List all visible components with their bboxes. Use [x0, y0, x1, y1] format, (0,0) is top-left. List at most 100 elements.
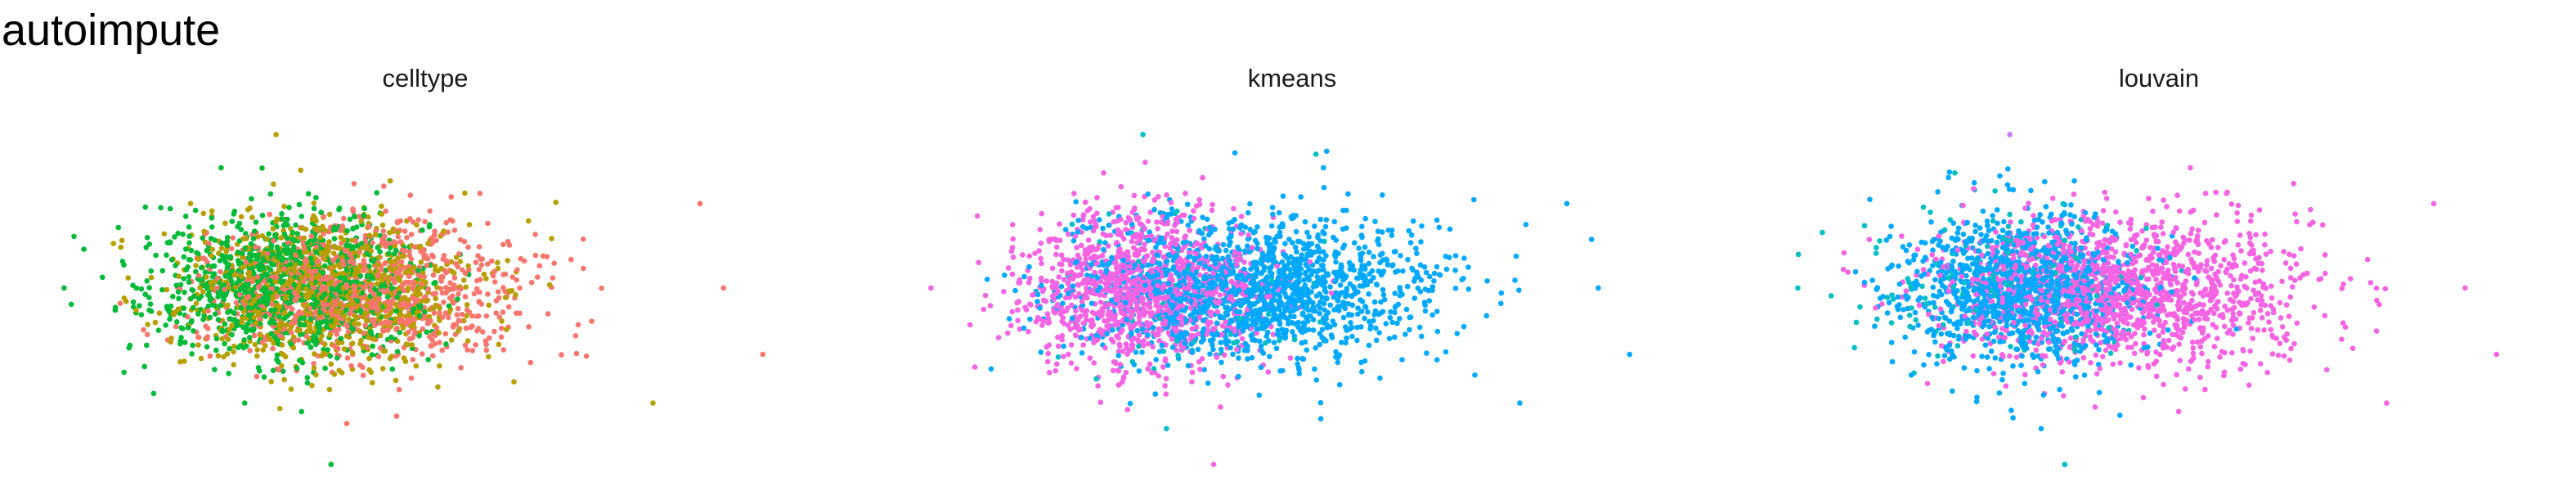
scatter-point	[296, 249, 303, 255]
scatter-point	[112, 307, 119, 313]
scatter-point	[1097, 217, 1102, 223]
scatter-point	[212, 367, 218, 372]
scatter-point	[343, 282, 350, 288]
scatter-point	[194, 250, 200, 256]
scatter-point	[130, 299, 137, 305]
scatter-point	[303, 249, 309, 255]
scatter-point	[1443, 349, 1449, 355]
scatter-point	[1038, 240, 1044, 246]
scatter-point	[246, 335, 253, 340]
scatter-point	[1045, 350, 1051, 357]
scatter-point	[386, 250, 392, 257]
scatter-point	[375, 354, 382, 360]
scatter-point	[476, 244, 482, 250]
scatter-point	[988, 366, 994, 372]
scatter-point	[316, 273, 322, 279]
scatter-point	[263, 313, 268, 319]
scatter-point	[760, 351, 766, 358]
scatter-point	[396, 277, 402, 282]
scatter-point	[1097, 399, 1104, 406]
scatter-point	[297, 331, 303, 338]
scatter-point	[267, 277, 273, 284]
scatter-point	[218, 268, 223, 275]
scatter-point	[263, 273, 269, 278]
scatter-point	[1084, 295, 1090, 301]
scatter-point	[1256, 392, 1263, 399]
scatter-point	[426, 313, 433, 320]
scatter-point	[411, 279, 416, 285]
scatter-point	[364, 318, 370, 324]
scatter-point	[462, 270, 469, 277]
scatter-point	[163, 322, 168, 328]
scatter-point	[186, 233, 192, 240]
scatter-point	[1312, 366, 1317, 372]
scatter-point	[1261, 299, 1268, 305]
scatter-point	[1375, 228, 1381, 235]
scatter-point	[430, 353, 436, 359]
scatter-point	[489, 258, 495, 264]
scatter-point	[464, 347, 470, 353]
scatter-point	[316, 325, 323, 331]
scatter-point	[532, 232, 538, 237]
scatter-point	[1452, 253, 1459, 259]
scatter-point	[312, 351, 317, 357]
scatter-point	[1443, 254, 1449, 259]
scatter-point	[437, 305, 442, 312]
scatter-point	[1057, 261, 1063, 267]
scatter-point	[223, 249, 230, 255]
scatter-point	[254, 347, 261, 353]
scatter-point	[242, 246, 248, 251]
scatter-point	[413, 287, 420, 294]
scatter-point	[198, 355, 204, 362]
scatter-point	[307, 316, 314, 322]
scatter-point	[1114, 240, 1120, 246]
scatter-point	[1234, 262, 1240, 268]
scatter-point	[1079, 242, 1084, 249]
scatter-point	[406, 248, 412, 255]
scatter-point	[182, 340, 188, 345]
scatter-point	[357, 328, 363, 335]
scatter-point	[231, 343, 237, 349]
scatter-point	[392, 258, 397, 264]
scatter-point	[345, 329, 352, 335]
scatter-point	[375, 311, 381, 318]
scatter-point	[326, 386, 333, 393]
scatter-point	[460, 318, 467, 324]
scatter-point	[1142, 160, 1148, 165]
scatter-point	[1265, 369, 1272, 375]
scatter-point	[195, 334, 202, 340]
scatter-point	[1183, 191, 1188, 196]
scatter-point	[460, 311, 465, 318]
scatter-point	[280, 286, 287, 292]
scatter-point	[393, 413, 400, 419]
scatter-point	[138, 312, 145, 318]
scatter-point	[1317, 416, 1324, 421]
scatter-point	[341, 237, 348, 243]
scatter-point	[1053, 251, 1059, 258]
scatter-point	[372, 232, 379, 238]
scatter-point	[298, 310, 305, 317]
scatter-point	[486, 302, 492, 309]
scatter-point	[119, 237, 125, 244]
scatter-point	[277, 333, 284, 339]
scatter-point	[260, 347, 267, 353]
scatter-point	[1193, 324, 1200, 330]
scatter-point	[485, 220, 491, 227]
scatter-point	[1204, 216, 1210, 223]
scatter-point	[145, 322, 150, 327]
scatter-point	[343, 307, 349, 313]
scatter-point	[144, 235, 150, 241]
scatter-point	[312, 226, 318, 232]
scatter-point	[414, 222, 420, 228]
scatter-point	[1026, 253, 1033, 259]
scatter-point	[1207, 351, 1213, 357]
scatter-point	[350, 226, 356, 232]
scatter-point	[267, 336, 273, 343]
scatter-point	[1015, 318, 1021, 324]
scatter-point	[281, 315, 288, 322]
scatter-point	[271, 237, 276, 244]
scatter-point	[201, 228, 207, 235]
scatter-point	[1072, 332, 1079, 338]
scatter-point	[222, 286, 227, 293]
scatter-point	[248, 241, 254, 247]
